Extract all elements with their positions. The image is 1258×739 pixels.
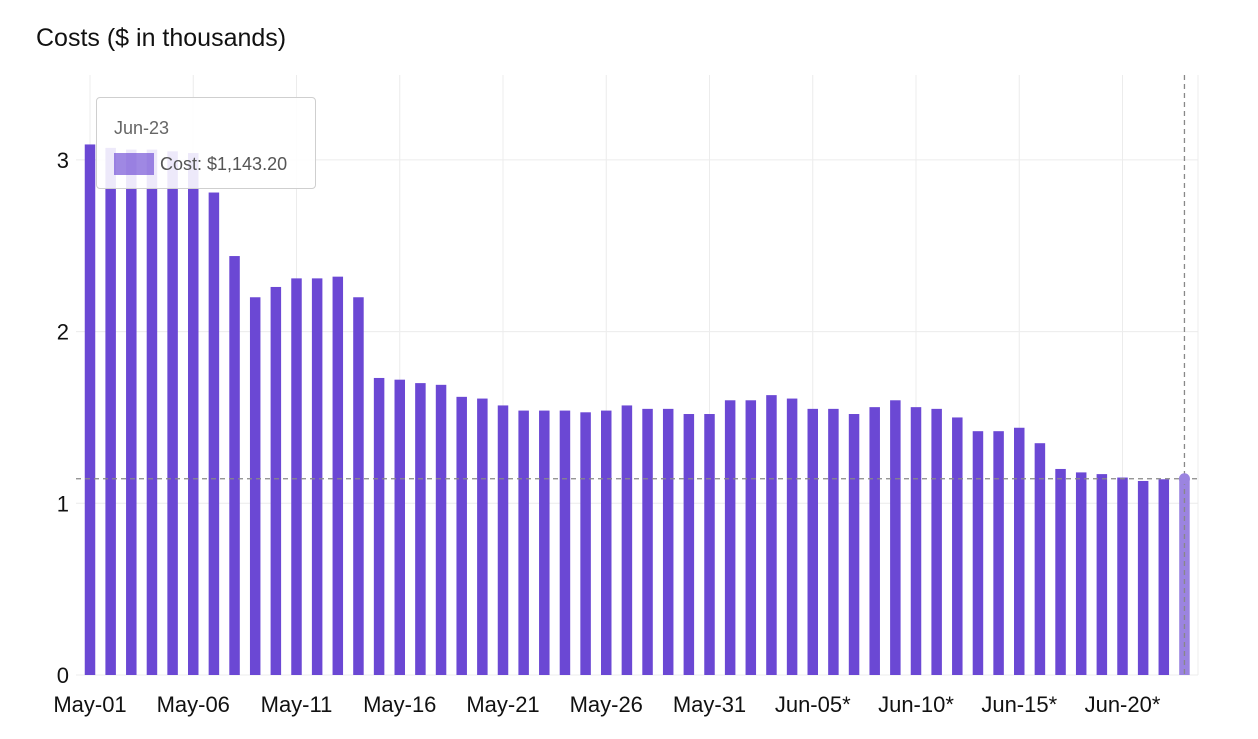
bar-may-27[interactable] [621, 405, 633, 675]
bar-jun-03[interactable] [766, 395, 777, 675]
x-tick-label: May-01 [53, 692, 126, 717]
bar-jun-04[interactable] [786, 398, 798, 675]
bar-may-26[interactable] [601, 410, 612, 675]
bar-may-28[interactable] [642, 408, 653, 675]
bar-may-21[interactable] [497, 405, 509, 675]
bar-jun-14[interactable] [993, 431, 1004, 675]
tooltip-swatch [114, 153, 154, 175]
bar-may-24[interactable] [559, 410, 571, 675]
x-tick-label: May-21 [466, 692, 539, 717]
bar-jun-06[interactable] [828, 408, 839, 675]
bar-jun-23[interactable] [1179, 478, 1190, 675]
bar-may-09[interactable] [249, 297, 261, 675]
axis-labels: 0 1 2 3 May-01 May-06 May-11 May-16 May-21 May-26… [53, 148, 1161, 717]
bar-jun-15[interactable] [1014, 427, 1025, 675]
x-tick-label: May-11 [261, 692, 333, 717]
bar-may-25[interactable] [580, 412, 591, 675]
bar-may-13[interactable] [332, 276, 344, 675]
bar-jun-17[interactable] [1055, 468, 1066, 675]
bar-may-18[interactable] [435, 384, 447, 675]
bar-may-02[interactable] [105, 147, 116, 676]
x-tick-label: May-26 [570, 692, 643, 717]
x-tick-label: May-16 [363, 692, 436, 717]
bar-jun-18[interactable] [1075, 472, 1087, 675]
highlight-point [1178, 473, 1190, 485]
bar-may-19[interactable] [456, 396, 467, 675]
bar-may-31[interactable] [704, 414, 715, 675]
x-tick-label: May-31 [673, 692, 746, 717]
bar-may-10[interactable] [270, 286, 282, 675]
bar-may-14[interactable] [353, 297, 364, 675]
bar-may-23[interactable] [539, 410, 550, 675]
x-tick-label: Jun-05* [775, 692, 851, 717]
bar-may-11[interactable] [291, 278, 302, 675]
tooltip: Jun-23 Cost: $1,143.20 [96, 97, 316, 189]
x-tick-label: Jun-20* [1085, 692, 1161, 717]
bar-may-03[interactable] [126, 149, 137, 675]
bar-may-04[interactable] [146, 149, 158, 675]
bar-jun-05[interactable] [807, 408, 819, 675]
bar-may-22[interactable] [518, 410, 529, 675]
bar-jun-09[interactable] [890, 400, 901, 675]
tooltip-date: Jun-23 [114, 118, 170, 138]
y-tick-label: 2 [57, 320, 69, 345]
bar-jun-02[interactable] [745, 400, 757, 675]
y-tick-label: 3 [57, 148, 69, 173]
bar-may-17[interactable] [415, 383, 426, 675]
chart-title: Costs ($ in thousands) [36, 24, 287, 52]
bar-jun-01[interactable] [724, 400, 736, 675]
bar-may-07[interactable] [208, 192, 220, 675]
bar-may-08[interactable] [229, 256, 240, 675]
bar-jun-07[interactable] [848, 414, 860, 675]
bar-may-01[interactable] [84, 144, 96, 675]
bar-jun-10[interactable] [910, 407, 922, 675]
bar-may-12[interactable] [311, 278, 323, 675]
bar-jun-08[interactable] [869, 407, 880, 675]
bar-jun-13[interactable] [972, 431, 984, 675]
bar-jun-21[interactable] [1137, 480, 1149, 675]
bar-may-29[interactable] [662, 408, 674, 675]
bar-jun-11[interactable] [931, 408, 942, 675]
bars[interactable] [84, 144, 1190, 676]
bar-may-05[interactable] [167, 151, 178, 675]
y-tick-label: 0 [57, 663, 69, 688]
tooltip-value: Cost: $1,143.20 [160, 154, 288, 174]
bar-may-20[interactable] [477, 398, 488, 675]
bar-jun-19[interactable] [1096, 474, 1108, 675]
bar-jun-22[interactable] [1158, 479, 1170, 675]
bar-jun-16[interactable] [1034, 443, 1046, 675]
bar-may-06[interactable] [188, 153, 199, 676]
x-tick-label: Jun-10* [878, 692, 954, 717]
x-tick-label: May-06 [157, 692, 230, 717]
reference-lines [76, 75, 1198, 675]
bar-may-30[interactable] [683, 414, 695, 675]
bar-jun-20[interactable] [1117, 477, 1128, 675]
bar-jun-12[interactable] [952, 417, 963, 675]
bar-may-15[interactable] [373, 377, 385, 675]
bar-may-16[interactable] [394, 379, 406, 675]
x-tick-label: Jun-15* [981, 692, 1057, 717]
y-tick-label: 1 [57, 491, 69, 516]
